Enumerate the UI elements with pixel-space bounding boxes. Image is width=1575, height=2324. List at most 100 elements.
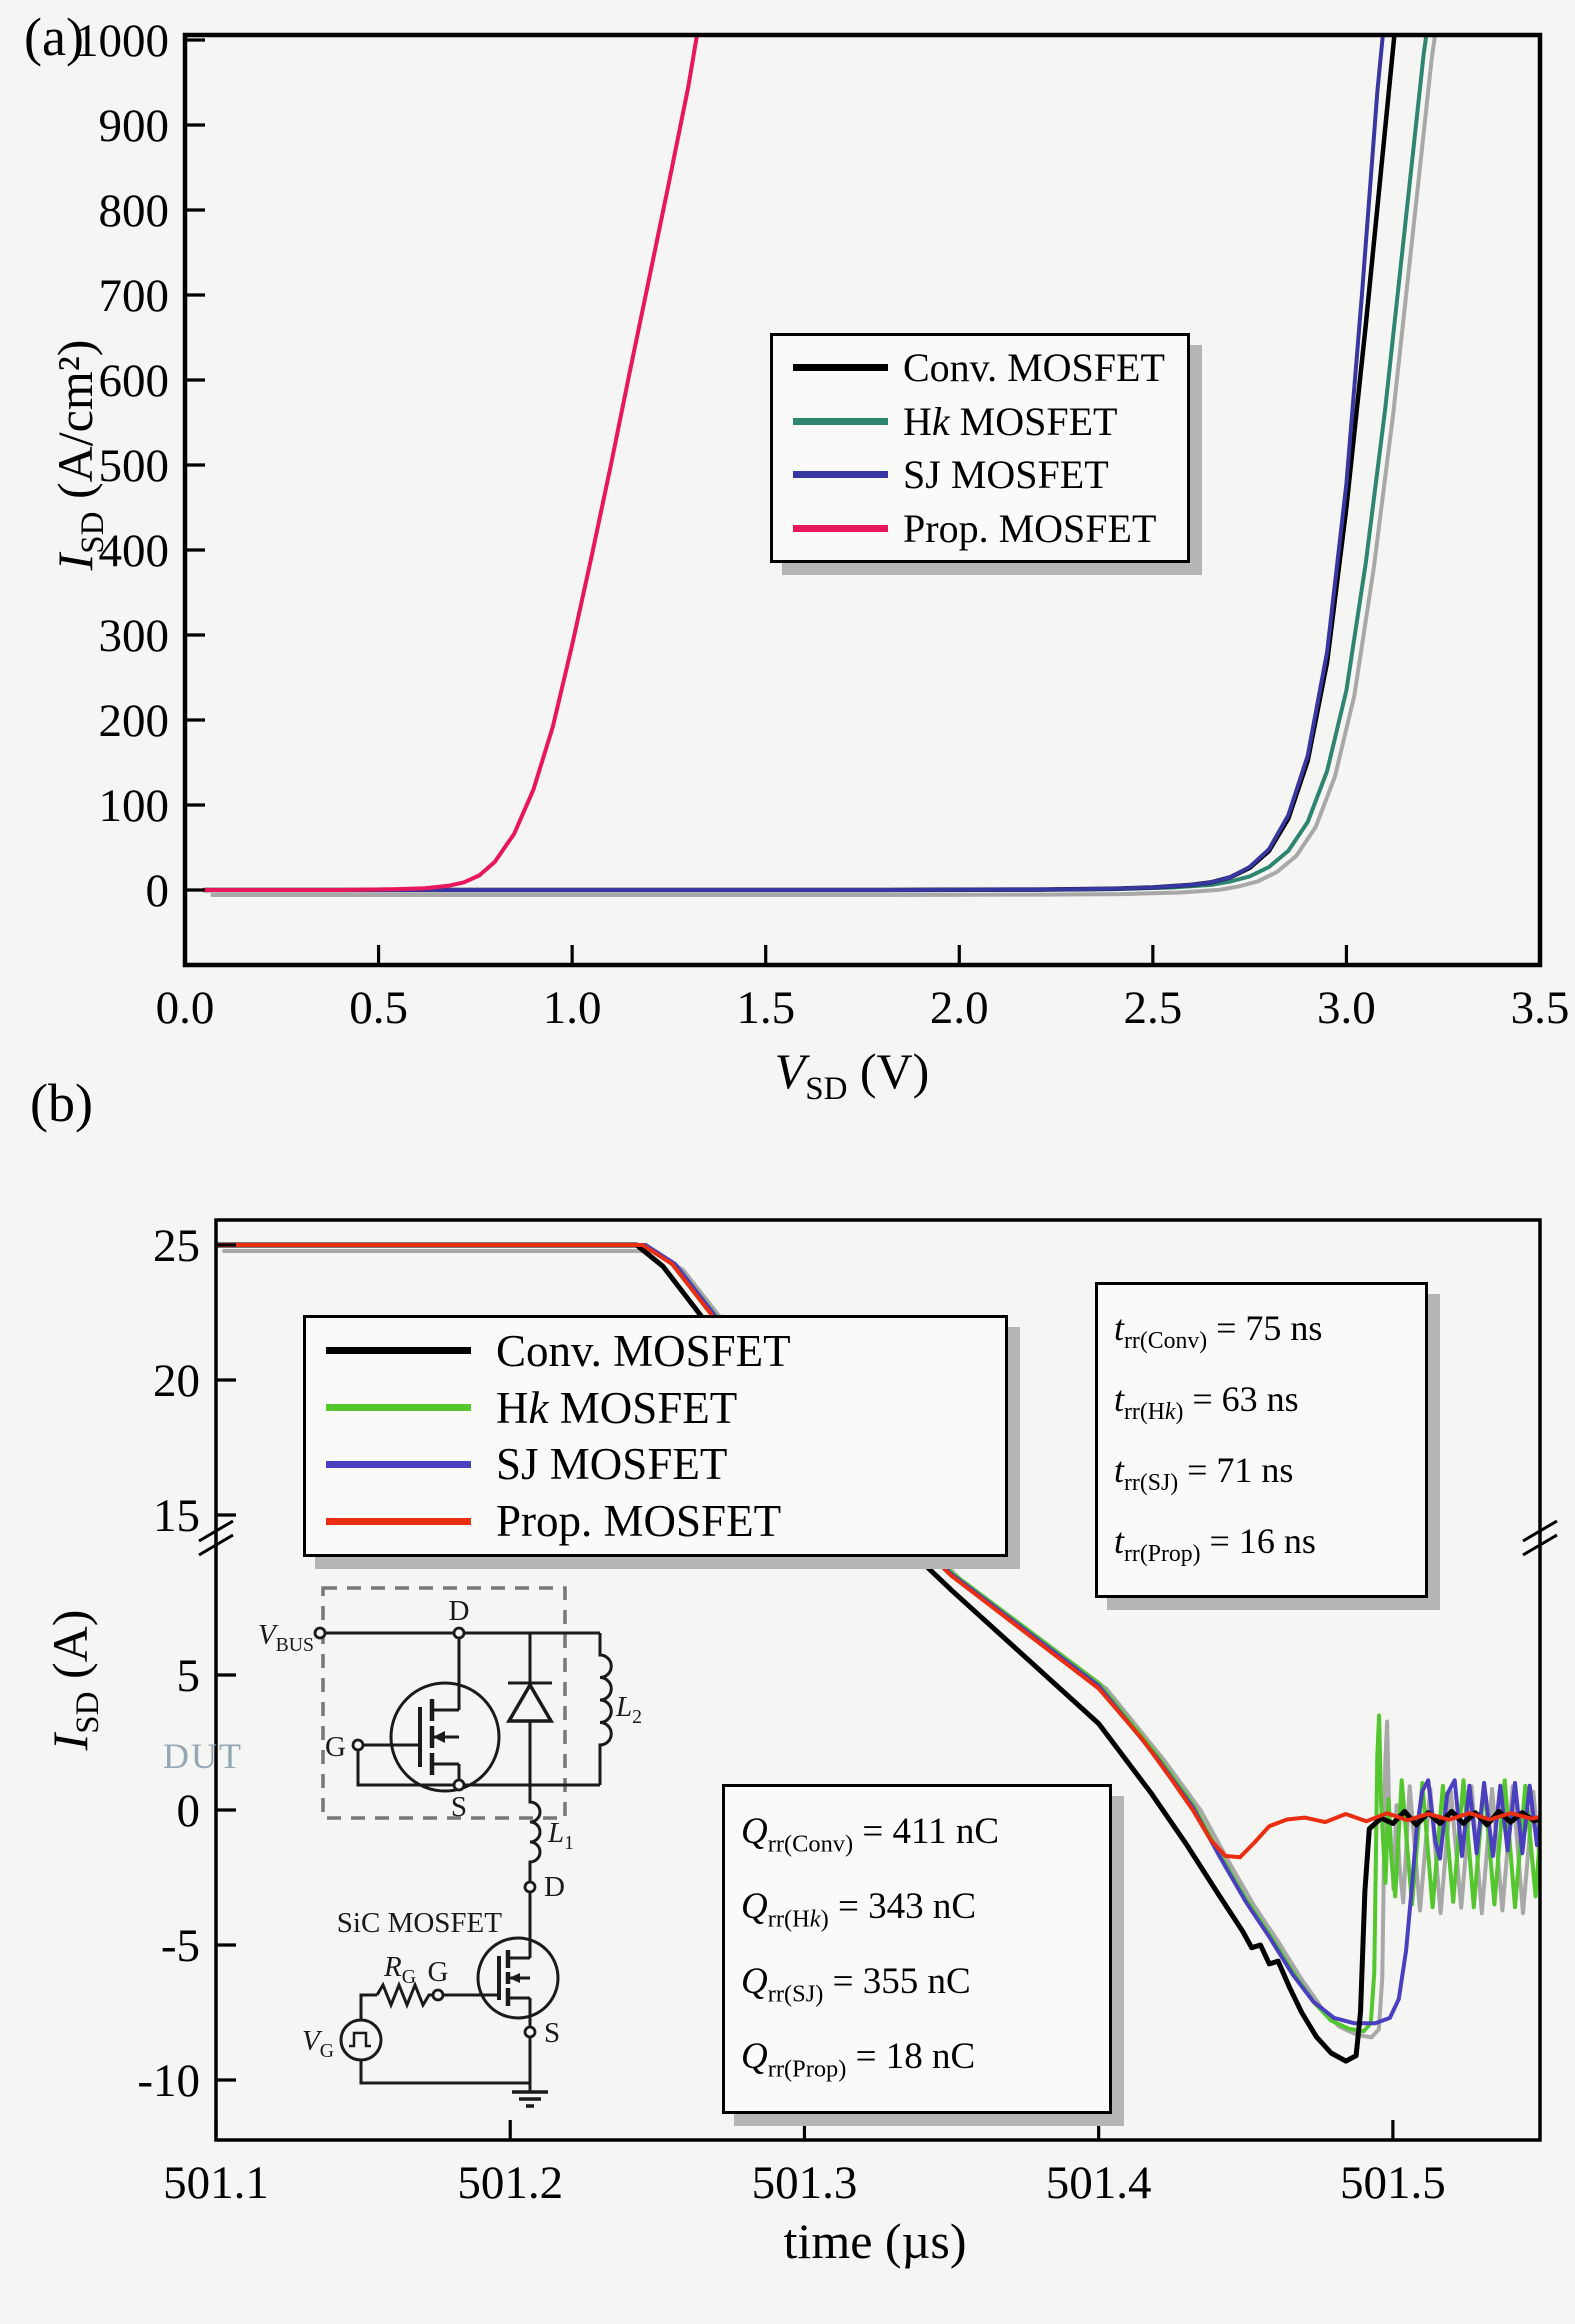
panel-a-plot: 0.0 0.5 1.0 1.5 2.0 2.5 3.0 3.5 0 100 200 300 400 500… [75,15,1570,1034]
diode-triangle [505,1681,555,1723]
circuit-inset-diagram: VBUS D G S L2 L1 D SiC MOSFET RG G VG S [258,1586,642,2108]
legend-label: Conv. MOSFET [496,1325,791,1376]
svg-text:800: 800 [99,185,170,237]
svg-text:-5: -5 [161,1920,200,1972]
vg-top-wire [359,1993,377,2020]
annotation-line: trr(Conv) = 75 ns [1114,1308,1323,1355]
legend-label: SJ MOSFET [496,1439,728,1490]
trr-annotation-box: trr(Conv) = 75 ns trr(Hk) = 63 ns trr(SJ… [1095,1282,1428,1598]
panel-a-letter: (a) [24,7,84,67]
svg-text:900: 900 [99,100,170,152]
panel-b-plot: 501.1 501.2 501.3 501.4 501.5 25 20 15 5 0 -5 -10 [137,1218,1558,2209]
vbus-node [313,1626,327,1640]
panel-b-legend: Conv. MOSFET Hk MOSFET SJ MOSFET Prop. M… [303,1315,1008,1557]
vg-bottom-wire [359,2060,530,2085]
s1-node [452,1778,466,1792]
dut-dashed-box [321,1586,567,1820]
vg-label: VG [302,2025,334,2062]
s1-label: S [451,1791,467,1823]
svg-text:0: 0 [177,1785,201,1837]
svg-text:400: 400 [99,525,170,577]
svg-text:700: 700 [99,270,170,322]
panel-a-x-axis-label: VSD (V) [774,1043,930,1107]
svg-text:15: 15 [153,1490,200,1542]
dut-mosfet-body [389,1681,501,1793]
l1-label: L1 [547,1817,574,1854]
legend-label: Conv. MOSFET [903,345,1165,391]
legend-item: Hk MOSFET [326,1382,1005,1434]
svg-text:0: 0 [146,865,170,917]
ground-icon [512,2090,548,2108]
svg-text:0.5: 0.5 [349,982,408,1034]
vg-source [339,2018,383,2062]
inductor-l1 [528,1785,542,1882]
g2-label: G [428,1956,449,1988]
legend-label: Prop. MOSFET [903,505,1157,551]
panel-b-x-axis-label: time (µs) [783,2213,967,2269]
svg-text:1000: 1000 [75,15,169,67]
s2-label: S [544,2017,560,2049]
sic-mosfet-body [476,1936,560,2020]
svg-text:200: 200 [99,695,170,747]
annotation-line: Qrr(SJ) = 355 nC [741,1961,971,2008]
svg-text:-10: -10 [137,2055,200,2107]
legend-label: Hk MOSFET [903,398,1118,444]
hk-line-swatch [326,1404,471,1412]
dut-label: DUT [163,1736,243,1776]
svg-text:3.5: 3.5 [1511,982,1570,1034]
resistor-rg [375,1980,433,2010]
svg-text:25: 25 [153,1220,200,1272]
hk-line-swatch [793,417,888,425]
vbus-label: VBUS [258,1619,314,1656]
svg-text:5: 5 [177,1650,201,1702]
prop-line-swatch [793,524,888,532]
annotation-line: Qrr(Conv) = 411 nC [741,1811,1000,1858]
sj-line-swatch [793,471,888,479]
d2-node [523,1880,537,1894]
legend-label: Prop. MOSFET [496,1496,782,1547]
panel-b-letter: (b) [30,1073,93,1133]
g2-node [431,1988,445,2002]
svg-text:501.5: 501.5 [1340,2157,1446,2209]
svg-text:2.5: 2.5 [1123,982,1182,1034]
conv-line-swatch [793,364,888,372]
annotation-line: Qrr(Prop) = 18 nC [741,2036,976,2083]
g1-node [351,1738,365,1752]
legend-label: Hk MOSFET [496,1382,738,1433]
svg-text:500: 500 [99,440,170,492]
sic-mosfet-arrow-icon [509,1973,520,1983]
svg-text:2.0: 2.0 [930,982,989,1034]
wire-bottom-rail [356,1750,600,1787]
svg-text:501.3: 501.3 [752,2157,858,2209]
legend-item: Prop. MOSFET [793,505,1187,552]
svg-text:3.0: 3.0 [1317,982,1376,1034]
d2-label: D [544,1871,565,1903]
panel-b-y-axis-label: ISD (A) [42,1609,106,1751]
l2-label: L2 [615,1691,642,1728]
annotation-line: trr(Hk) = 63 ns [1114,1379,1299,1426]
annotation-line: trr(Prop) = 16 ns [1114,1521,1316,1568]
s2-node [523,2025,537,2039]
rg-label: RG [383,1951,416,1988]
svg-text:1.5: 1.5 [736,982,795,1034]
inductor-l2 [598,1633,613,1785]
legend-item: Prop. MOSFET [326,1495,1005,1547]
svg-text:100: 100 [99,780,170,832]
svg-text:501.2: 501.2 [457,2157,563,2209]
g1-label: G [325,1731,346,1763]
svg-text:300: 300 [99,610,170,662]
legend-item: Conv. MOSFET [326,1325,1005,1377]
annotation-line: trr(SJ) = 71 ns [1114,1450,1294,1497]
annotation-line: Qrr(Hk) = 343 nC [741,1886,977,1933]
dut-mosfet-arrow-icon [433,1731,445,1743]
panel-a-legend: Conv. MOSFET Hk MOSFET SJ MOSFET Prop. M… [770,333,1190,563]
legend-item: SJ MOSFET [326,1438,1005,1490]
d1-node [452,1626,466,1640]
sj-line-swatch [326,1460,471,1468]
legend-label: SJ MOSFET [903,452,1109,498]
legend-item: Hk MOSFET [793,398,1187,445]
legend-item: SJ MOSFET [793,451,1187,498]
conv-line-swatch [326,1347,471,1355]
qrr-annotation-box: Qrr(Conv) = 411 nC Qrr(Hk) = 343 nC Qrr(… [722,1784,1112,2114]
